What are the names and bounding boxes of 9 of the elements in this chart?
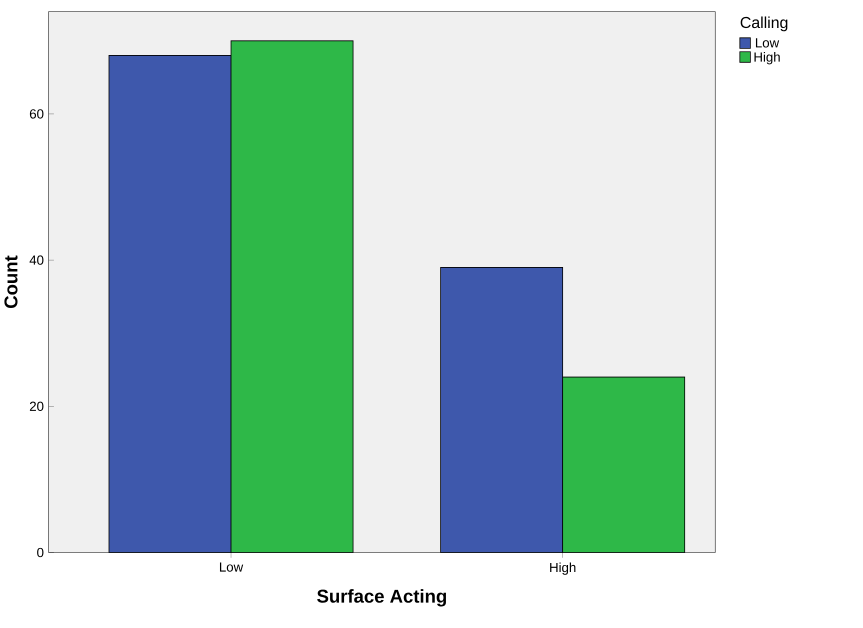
y-tick-label: 40 [30, 255, 44, 265]
legend-title: Calling [740, 16, 788, 32]
x-axis-title: Surface Acting [317, 589, 446, 607]
y-tick-label: 0 [37, 548, 44, 558]
y-axis-title: Count [4, 256, 18, 308]
legend-label: High [754, 52, 780, 64]
y-tick-label: 20 [30, 402, 44, 412]
y-tick-label: 60 [30, 109, 44, 119]
legend-label: Low [756, 38, 780, 48]
